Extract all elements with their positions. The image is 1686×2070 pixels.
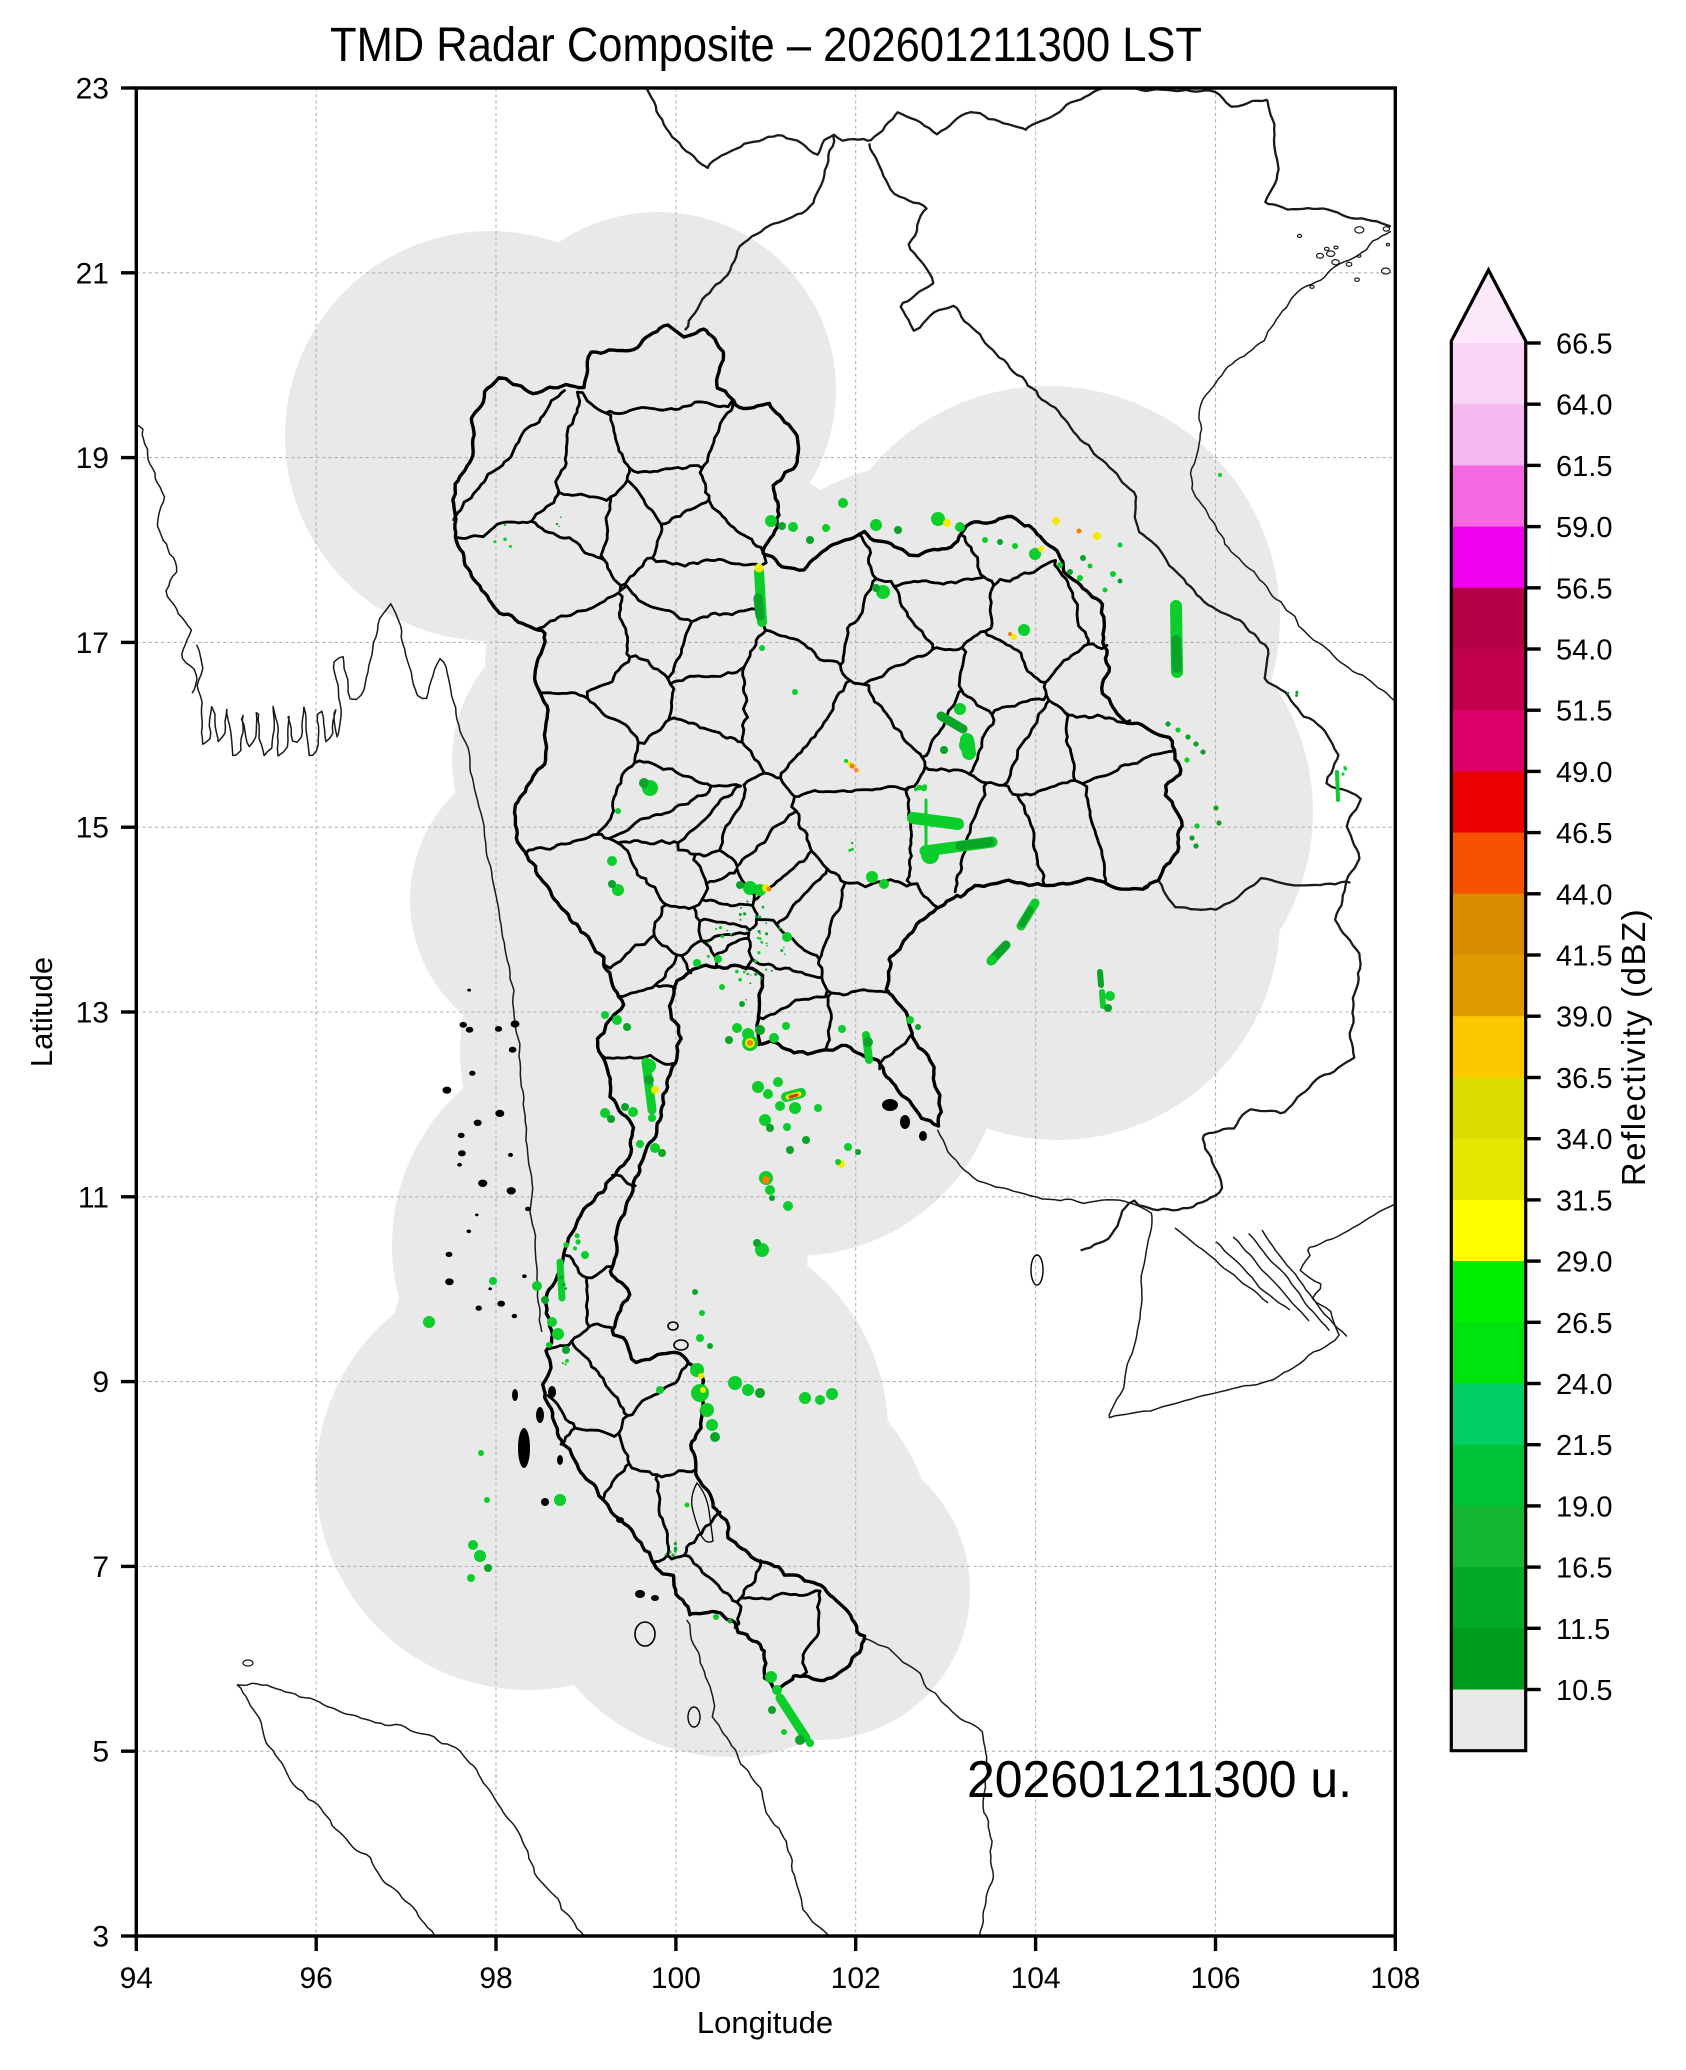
svg-text:Latitude: Latitude	[24, 957, 59, 1067]
svg-text:29.0: 29.0	[1556, 1247, 1612, 1279]
svg-text:11: 11	[78, 1181, 109, 1214]
svg-text:94: 94	[120, 1962, 153, 1995]
svg-text:17: 17	[76, 627, 109, 660]
svg-text:59.0: 59.0	[1556, 512, 1612, 544]
svg-text:13: 13	[76, 997, 109, 1030]
svg-text:104: 104	[1011, 1962, 1061, 1995]
svg-text:98: 98	[479, 1962, 512, 1995]
svg-text:24.0: 24.0	[1556, 1369, 1612, 1401]
svg-text:106: 106	[1190, 1962, 1240, 1995]
svg-text:23: 23	[76, 73, 109, 106]
svg-text:21.5: 21.5	[1556, 1430, 1612, 1462]
svg-text:49.0: 49.0	[1556, 757, 1612, 789]
svg-text:19: 19	[76, 442, 109, 475]
svg-text:61.5: 61.5	[1556, 451, 1612, 483]
svg-text:202601211300 u.: 202601211300 u.	[967, 1751, 1352, 1809]
svg-text:34.0: 34.0	[1556, 1124, 1612, 1156]
svg-text:10.5: 10.5	[1556, 1675, 1612, 1707]
svg-text:3: 3	[92, 1921, 109, 1954]
svg-text:21: 21	[76, 257, 109, 290]
svg-text:39.0: 39.0	[1556, 1002, 1612, 1034]
svg-text:11.5: 11.5	[1556, 1614, 1610, 1646]
svg-text:56.5: 56.5	[1556, 573, 1612, 605]
svg-text:46.5: 46.5	[1556, 818, 1612, 850]
svg-text:16.5: 16.5	[1556, 1553, 1612, 1585]
svg-text:19.0: 19.0	[1556, 1491, 1612, 1523]
svg-text:15: 15	[76, 812, 109, 845]
svg-text:64.0: 64.0	[1556, 390, 1612, 422]
svg-text:41.5: 41.5	[1556, 941, 1612, 973]
svg-text:100: 100	[651, 1962, 701, 1995]
svg-text:26.5: 26.5	[1556, 1308, 1612, 1340]
svg-text:5: 5	[92, 1736, 109, 1769]
svg-text:54.0: 54.0	[1556, 635, 1612, 667]
svg-text:108: 108	[1370, 1962, 1420, 1995]
svg-text:7: 7	[92, 1551, 109, 1584]
svg-text:9: 9	[92, 1366, 109, 1399]
svg-text:66.5: 66.5	[1556, 329, 1612, 361]
svg-text:TMD Radar Composite – 20260121: TMD Radar Composite – 202601211300 LST	[330, 19, 1202, 72]
svg-text:96: 96	[300, 1962, 333, 1995]
svg-text:36.5: 36.5	[1556, 1063, 1612, 1095]
svg-text:51.5: 51.5	[1556, 696, 1612, 728]
svg-text:31.5: 31.5	[1556, 1185, 1612, 1217]
svg-text:44.0: 44.0	[1556, 879, 1612, 911]
svg-text:102: 102	[831, 1962, 881, 1995]
svg-text:Reflectivity (dBZ): Reflectivity (dBZ)	[1615, 908, 1652, 1186]
svg-text:Longitude: Longitude	[697, 2005, 833, 2040]
